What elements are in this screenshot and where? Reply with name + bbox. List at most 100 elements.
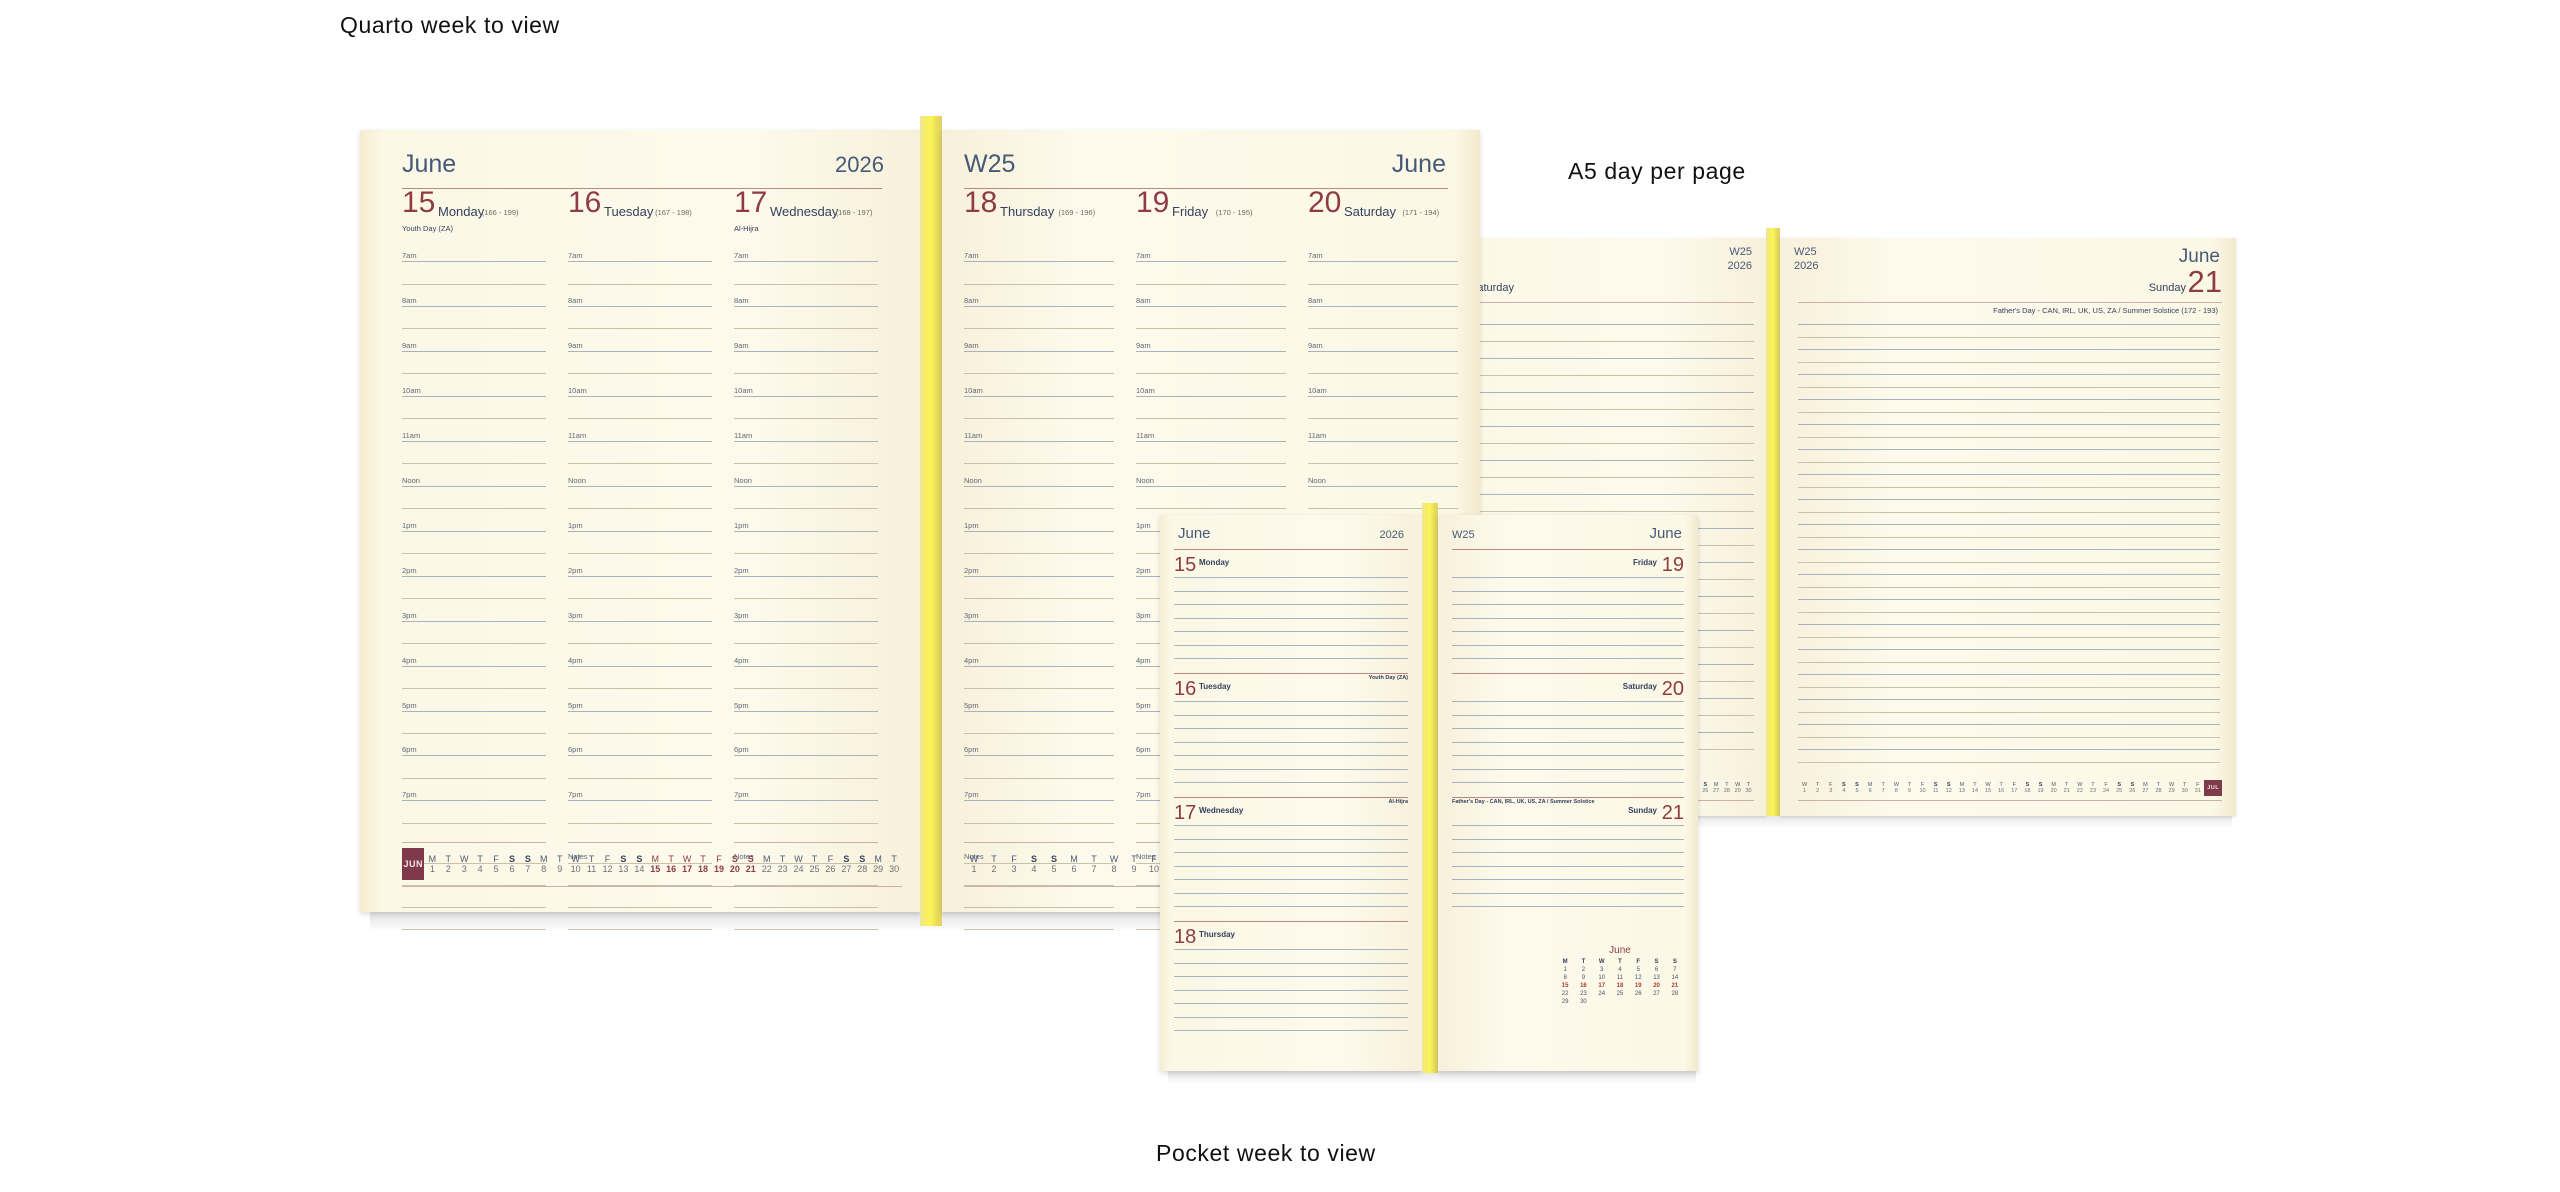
writing-line (402, 283, 546, 285)
writing-line (1136, 328, 1286, 330)
hour-label: 9am (1308, 340, 1323, 350)
writing-line (734, 688, 878, 690)
pocket-spine-ribbon (1422, 503, 1438, 1073)
quarto-day-name: Thursday (1000, 204, 1055, 219)
pocket-mini-month-calendar: June M T W T F S S 1 2 3 4 5 6 7 8 9 10 11 12 13 14 15 16 17 18 1… (1556, 945, 1684, 1057)
pocket-writing-line (1174, 852, 1408, 853)
pocket-writing-line (1452, 644, 1684, 646)
hour-label: 6pm (1136, 745, 1151, 755)
mini-day: 23 (1580, 991, 1587, 997)
writing-line (568, 328, 712, 330)
pocket-writing-line (1452, 590, 1684, 592)
writing-line (568, 688, 712, 690)
mini-week-row: 29 30 (1556, 998, 1684, 1006)
writing-line (568, 620, 712, 622)
pocket-writing-line (1452, 604, 1684, 605)
quarto-day-meta: (169 - 196) (1058, 208, 1096, 217)
writing-line (402, 373, 546, 375)
writing-line (568, 463, 712, 465)
a5-left-week: W25 (1729, 246, 1752, 258)
mini-day: 26 (1634, 991, 1642, 997)
writing-line (1308, 305, 1458, 307)
pocket-writing-line (1174, 755, 1408, 756)
pocket-writing-line (1174, 906, 1408, 907)
quarto-left-year: 2026 (835, 152, 884, 177)
hour-label: 6pm (402, 745, 417, 755)
mini-day: 20 (1653, 983, 1660, 989)
hour-label: 8am (568, 295, 583, 305)
notes-line (568, 929, 712, 931)
writing-line (1798, 736, 2220, 738)
writing-line (568, 373, 712, 375)
pocket-writing-line (1174, 590, 1408, 592)
pocket-left-year: 2026 (1379, 529, 1404, 541)
writing-line (734, 508, 878, 510)
hour-label: 7am (568, 251, 583, 260)
writing-line (734, 553, 878, 555)
pocket-writing-line (1174, 768, 1408, 770)
writing-line (402, 350, 546, 352)
pocket-writing-line (1452, 768, 1684, 770)
hour-label: 1pm (734, 520, 749, 530)
pocket-writing-line (1174, 1003, 1408, 1004)
hour-label: 1pm (568, 520, 583, 530)
hour-label: 10am (1136, 385, 1155, 395)
writing-line (734, 598, 878, 600)
writing-line (568, 440, 712, 442)
hour-label: Noon (964, 475, 982, 485)
quarto-day-meta: (170 - 195) (1215, 208, 1253, 217)
hour-label: 2pm (964, 565, 979, 575)
pocket-writing-line (1174, 604, 1408, 605)
writing-line (1432, 443, 1754, 444)
writing-line (964, 688, 1114, 690)
writing-line (402, 575, 546, 577)
hour-label: 7pm (734, 790, 749, 800)
month-strip-day: T 11 (586, 854, 597, 874)
writing-line (402, 463, 546, 465)
quarto-day-meta: (167 - 198) (655, 208, 692, 217)
hour-label: 7pm (568, 790, 583, 800)
pocket-writing-line (1452, 631, 1684, 632)
mini-week-row: 8 9 10 11 12 13 14 (1556, 974, 1684, 982)
writing-line (734, 418, 878, 420)
writing-line (964, 373, 1114, 375)
pocket-day-name: Tuesday (1199, 682, 1231, 691)
quarto-day-name: Friday (1172, 204, 1209, 219)
mini-day: 21 (1671, 983, 1679, 989)
notes-line (964, 929, 1114, 931)
writing-line (402, 665, 546, 667)
a5-right-page: W25 2026 June 21 Sunday Father's Day - C… (1780, 238, 2236, 816)
hour-label: 4pm (568, 655, 583, 665)
pocket-day-name: Saturday (1622, 682, 1657, 691)
mini-day: 7 (1673, 967, 1677, 973)
mini-dow: W (1598, 959, 1605, 965)
writing-line (734, 305, 878, 307)
pocket-writing-line (1174, 631, 1408, 632)
caption-a5: A5 day per page (1568, 158, 1746, 184)
mini-day: 29 (1561, 999, 1569, 1005)
writing-line (734, 620, 878, 622)
hour-label: 3pm (568, 610, 583, 620)
notes-line (734, 885, 878, 887)
month-strip-day: S 26 (2129, 782, 2136, 794)
writing-line (734, 328, 878, 330)
writing-line (734, 755, 878, 757)
month-strip-day: S 14 (634, 854, 645, 874)
hour-label: 7am (1136, 251, 1151, 260)
writing-line (568, 261, 712, 262)
notes-divider (964, 842, 1114, 844)
pocket-writing-line (1174, 838, 1408, 840)
writing-line (964, 755, 1114, 757)
mini-dow: M (1562, 959, 1568, 965)
quarto-day-number: 15 (402, 186, 436, 219)
